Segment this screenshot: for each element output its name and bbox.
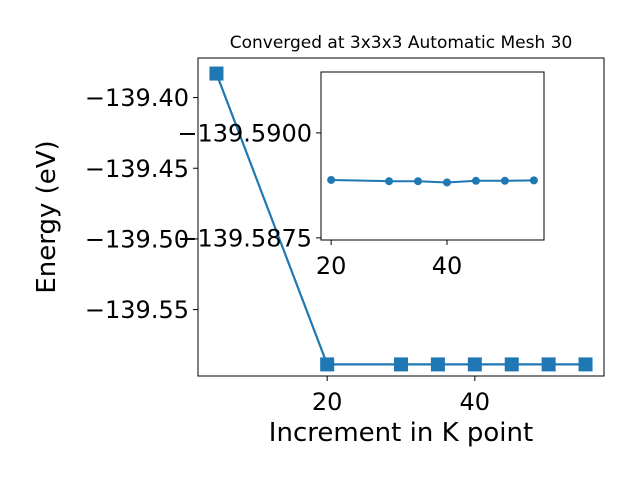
main-data-point [430, 357, 445, 372]
main-data-point [320, 357, 335, 372]
inset-x-tick-label: 20 [316, 252, 347, 280]
inset-data-point [471, 176, 480, 185]
inset-data-point [442, 178, 451, 187]
main-y-tick-label: −139.55 [85, 296, 189, 324]
inset-data-point [414, 177, 423, 186]
main-y-tick-label: −139.40 [85, 84, 189, 112]
inset-plot-frame [320, 71, 545, 241]
inset-axis-ticks: 20 40 −139.5900 −139.5875 [177, 120, 462, 280]
main-series [209, 66, 593, 372]
main-x-tick-label: 20 [312, 388, 343, 416]
inset-series [327, 175, 538, 187]
inset-y-tick-label: −139.5875 [177, 225, 312, 253]
main-data-point [394, 357, 408, 372]
main-axis-ticks: 20 40 −139.40 −139.45 −139.50 −139.55 [85, 84, 490, 416]
main-data-point [504, 357, 519, 372]
inset-x-tick-label: 40 [432, 252, 463, 280]
inset-plot: 20 40 −139.5900 −139.5875 [177, 71, 545, 280]
inset-y-tick-label: −139.5900 [177, 120, 312, 148]
main-data-point [578, 357, 593, 372]
inset-data-point [327, 175, 336, 184]
chart-title: Converged at 3x3x3 Automatic Mesh 30 [230, 33, 573, 53]
main-x-tick-label: 40 [460, 388, 491, 416]
y-axis-label: Energy (eV) [32, 140, 62, 293]
main-data-point [209, 66, 224, 81]
x-axis-label: Increment in K point [269, 418, 533, 448]
main-data-point [541, 357, 556, 372]
main-y-tick-label: −139.50 [85, 226, 189, 254]
inset-data-point [529, 176, 538, 185]
main-data-point [467, 357, 482, 372]
inset-data-point [500, 176, 509, 185]
inset-data-point [385, 177, 394, 186]
main-y-tick-label: −139.45 [85, 155, 189, 183]
